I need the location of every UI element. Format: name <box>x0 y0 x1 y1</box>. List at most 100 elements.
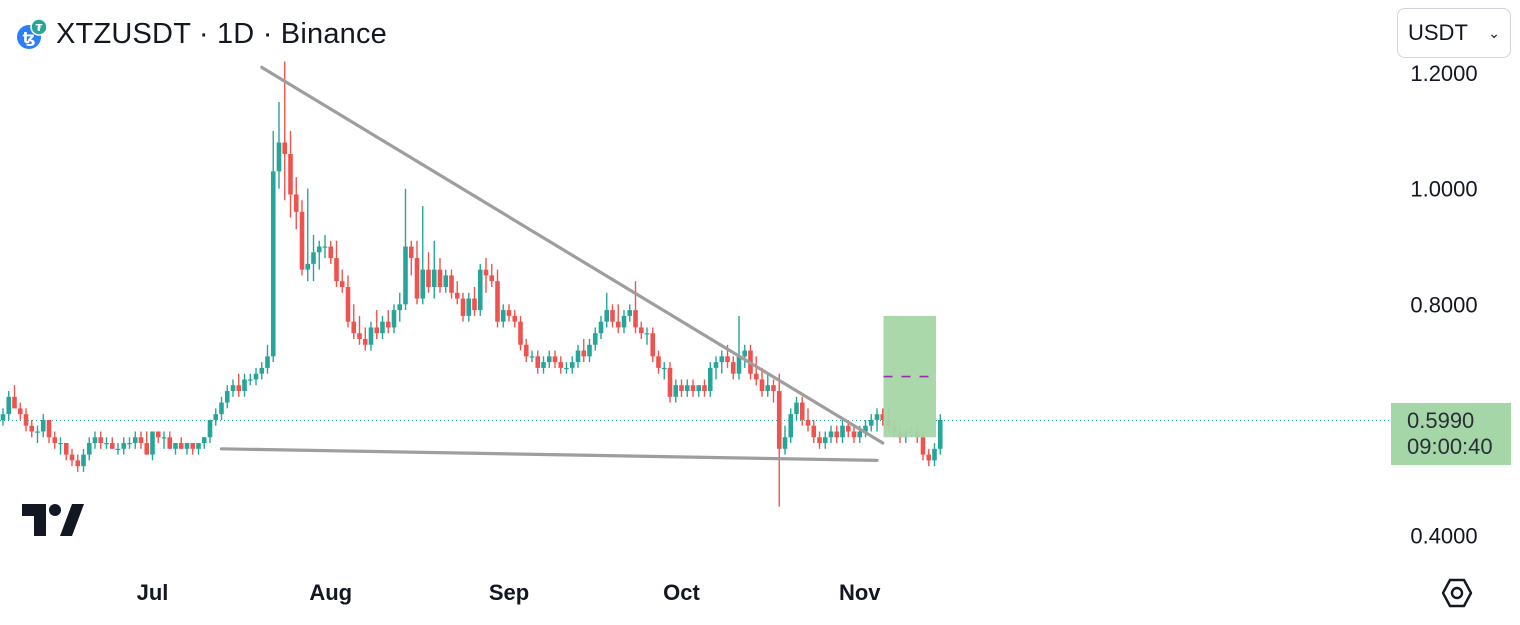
candle-body <box>518 321 523 345</box>
settings-hexagon-icon[interactable] <box>1440 576 1474 615</box>
candle-body <box>167 437 173 449</box>
candle-body <box>184 443 190 449</box>
candle-body <box>690 385 696 392</box>
candle-body <box>541 362 546 368</box>
candle-body <box>759 379 765 392</box>
candle-body <box>132 437 138 444</box>
candle-body <box>742 350 748 357</box>
chevron-down-icon: ⌄ <box>1488 24 1500 41</box>
candle-body <box>822 437 828 444</box>
candle-body <box>173 443 178 449</box>
candle-body <box>259 367 265 374</box>
candle-body <box>201 437 207 444</box>
candle-body <box>23 414 29 426</box>
candle-body <box>247 379 253 381</box>
candle-body <box>98 437 104 444</box>
candle-body <box>523 344 529 357</box>
candle-body <box>610 310 615 322</box>
candle-body <box>431 269 437 287</box>
candle-body <box>845 425 851 432</box>
candle-body <box>863 425 868 432</box>
candle-body <box>293 194 299 212</box>
candle-body <box>575 350 581 363</box>
candle-body <box>696 385 702 392</box>
candle-body <box>276 142 282 172</box>
x-tick-label: Nov <box>839 580 881 605</box>
candle-body <box>598 321 604 334</box>
candle-body <box>374 327 380 334</box>
candle-body <box>874 414 880 420</box>
support-trendline <box>219 447 879 462</box>
candle-body <box>426 269 431 287</box>
candle-body <box>334 258 339 282</box>
candle-body <box>104 443 109 445</box>
candle-body <box>391 310 397 328</box>
candle-body <box>725 356 730 363</box>
candle-body <box>782 437 788 449</box>
tezos-logo-icon: ꜩ ₮ <box>16 18 48 49</box>
candle-body <box>75 460 81 467</box>
last-price: 0.5990 <box>1407 408 1475 433</box>
candle-body <box>592 333 598 345</box>
candle-body <box>627 310 633 316</box>
descending-trendline <box>260 65 885 445</box>
candle-body <box>52 437 58 444</box>
candle-body <box>834 431 840 438</box>
candle-body <box>638 327 644 334</box>
candle-body <box>282 142 288 155</box>
candle-body <box>604 310 610 322</box>
candle-body <box>799 402 805 420</box>
candle-body <box>92 437 98 444</box>
candle-body <box>868 419 874 426</box>
candle-body <box>345 286 351 322</box>
bar-countdown: 09:00:40 <box>1407 434 1493 459</box>
candle-body <box>380 321 385 334</box>
y-tick-label: 0.8000 <box>1410 292 1477 317</box>
candle-body <box>552 356 558 363</box>
tradingview-logo-icon[interactable] <box>22 504 84 541</box>
candle-body <box>673 385 679 397</box>
candle-body <box>288 154 293 195</box>
candle-body <box>236 385 242 392</box>
candle-body <box>529 356 535 358</box>
candle-body <box>311 252 316 264</box>
candle-body <box>449 275 454 293</box>
candle-body <box>644 333 650 335</box>
candle-body <box>385 321 391 328</box>
candle-body <box>305 263 311 270</box>
currency-select[interactable]: USDT ⌄ <box>1397 8 1511 58</box>
candle-body <box>69 454 75 461</box>
candle-body <box>161 437 167 439</box>
x-tick-label: Jul <box>137 580 169 605</box>
candle-body <box>196 443 201 449</box>
candle-body <box>650 333 656 357</box>
candle-body <box>477 269 483 311</box>
chart-header: ꜩ ₮ XTZUSDT · 1D · Binance <box>16 14 387 54</box>
x-tick-label: Oct <box>663 580 700 605</box>
candle-body <box>408 246 414 259</box>
candle-body <box>753 373 759 380</box>
candle-body <box>403 246 408 305</box>
candle-body <box>569 362 575 368</box>
candle-body <box>840 425 845 438</box>
candle-body <box>788 414 794 438</box>
candle-body <box>483 269 489 276</box>
candle-body <box>811 425 817 438</box>
candle-body <box>656 356 661 368</box>
candle-body <box>828 431 834 438</box>
candle-body <box>213 414 219 420</box>
candle-body <box>29 425 35 432</box>
candle-body <box>35 431 40 433</box>
x-tick-label: Sep <box>489 580 529 605</box>
candle-body <box>46 419 52 438</box>
candle-body <box>880 414 886 420</box>
candle-body <box>299 211 305 270</box>
candle-body <box>121 443 127 449</box>
candle-body <box>466 298 472 316</box>
candle-body <box>242 379 247 392</box>
candle-body <box>558 362 564 368</box>
candle-body <box>937 419 943 449</box>
candle-body <box>265 356 270 368</box>
candle-body <box>6 396 12 415</box>
